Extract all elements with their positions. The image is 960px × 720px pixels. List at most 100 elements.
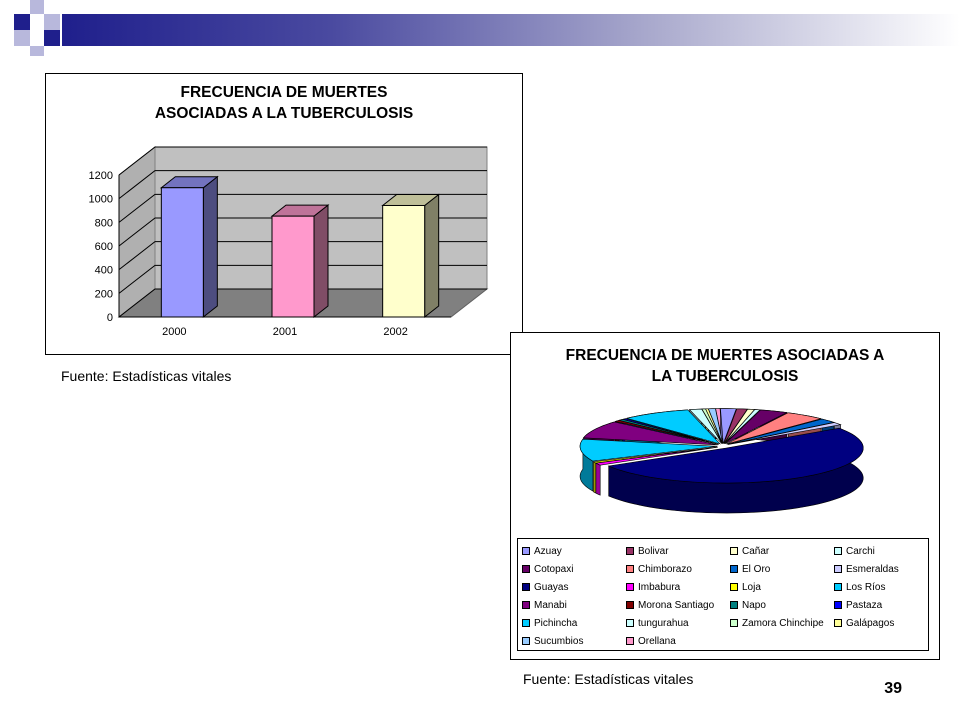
- legend-swatch: [834, 601, 842, 609]
- bar-chart-plot: 0 200 400 600 800 1000 1200 2000 2001 2002: [89, 145, 489, 338]
- legend-swatch: [626, 565, 634, 573]
- legend-swatch: [626, 547, 634, 555]
- bar-side: [424, 193, 440, 319]
- gridline: [118, 217, 487, 247]
- gridline: [118, 264, 487, 294]
- pie-chart-plot: [579, 408, 864, 514]
- bar-2000: [159, 175, 219, 319]
- legend-swatch: [522, 601, 530, 609]
- gridline: [118, 288, 487, 318]
- pie-slice-top: [720, 408, 737, 444]
- legend-item: Sucumbios: [522, 632, 626, 650]
- gridline: [118, 170, 487, 200]
- legend-label: Manabi: [534, 599, 567, 611]
- x-tick-label: 2000: [162, 326, 186, 338]
- legend-label: Guayas: [534, 581, 569, 593]
- bar-2002: [381, 193, 441, 319]
- pie-slice-top: [723, 408, 748, 444]
- legend-swatch: [730, 565, 738, 573]
- legend-label: Sucumbios: [534, 635, 584, 647]
- deco-square-light-2: [44, 14, 60, 30]
- x-tick-label: 2001: [273, 326, 297, 338]
- y-tick-label: 1000: [89, 194, 113, 206]
- pie-slice-imbabura: [594, 446, 718, 496]
- bar-chart-frame: FRECUENCIA DE MUERTES ASOCIADAS A LA TUB…: [45, 73, 523, 355]
- legend-label: Pastaza: [846, 599, 883, 611]
- y-tick-label: 200: [95, 288, 113, 300]
- pie-slice-top: [688, 408, 723, 444]
- x-tick-label: 2002: [383, 326, 407, 338]
- bar-front: [271, 215, 315, 318]
- legend-item: Los Ríos: [834, 578, 930, 596]
- legend-item: Napo: [730, 596, 834, 614]
- deco-square-light-1: [30, 0, 44, 14]
- pie-slice-top: [594, 446, 718, 466]
- pie-chart-source: Fuente: Estadísticas vitales: [523, 671, 694, 687]
- pie-slice-top: [726, 412, 822, 445]
- pie-slice-top: [615, 420, 719, 445]
- legend-swatch: [834, 619, 842, 627]
- legend-swatch: [522, 583, 530, 591]
- pie-slice-top: [724, 409, 761, 444]
- deco-square-light-4: [30, 46, 44, 56]
- legend-item: Bolivar: [626, 542, 730, 560]
- legend-label: Loja: [742, 581, 761, 593]
- bar-side: [202, 175, 218, 319]
- legend-swatch: [730, 619, 738, 627]
- legend-label: Zamora Chinchipe: [742, 617, 824, 629]
- pie-chart-frame: FRECUENCIA DE MUERTES ASOCIADAS A LA TUB…: [510, 332, 940, 660]
- legend-item: Morona Santiago: [626, 596, 730, 614]
- bar-chart-title: FRECUENCIA DE MUERTES ASOCIADAS A LA TUB…: [154, 84, 414, 122]
- bar-2001: [270, 204, 330, 319]
- legend-swatch: [730, 547, 738, 555]
- deco-square-dark-1: [14, 14, 30, 30]
- deco-square-dark-2: [44, 30, 60, 46]
- legend-label: Cañar: [742, 545, 770, 557]
- legend-item: El Oro: [730, 560, 834, 578]
- legend-item: Cañar: [730, 542, 834, 560]
- legend-item: Esmeraldas: [834, 560, 930, 578]
- legend-label: tungurahua: [638, 617, 689, 629]
- legend-label: Napo: [742, 599, 766, 611]
- legend-item: Cotopaxi: [522, 560, 626, 578]
- legend-label: Imbabura: [638, 581, 681, 593]
- bar-side: [313, 204, 329, 319]
- legend-swatch: [522, 547, 530, 555]
- pie-slice-top: [701, 408, 723, 444]
- legend-label: Cotopaxi: [534, 563, 574, 575]
- pie-chart-title: FRECUENCIA DE MUERTES ASOCIADAS A LA TUB…: [565, 347, 885, 385]
- legend-label: Esmeraldas: [846, 563, 899, 575]
- legend-swatch: [834, 565, 842, 573]
- y-tick-label: 600: [95, 241, 113, 253]
- legend-item: Zamora Chinchipe: [730, 614, 834, 632]
- legend-label: Chimborazo: [638, 563, 692, 575]
- bar-front: [382, 204, 426, 318]
- pie-slice-wall: [595, 462, 601, 496]
- deco-square-light-3: [14, 30, 30, 46]
- pie-slice-guayas: [607, 427, 864, 514]
- legend-item: Manabi: [522, 596, 626, 614]
- legend-item: Guayas: [522, 578, 626, 596]
- legend-swatch: [522, 565, 530, 573]
- gridline: [118, 193, 487, 223]
- legend-swatch: [834, 547, 842, 555]
- pie-slice-wall: [593, 461, 597, 494]
- legend-item: tungurahua: [626, 614, 730, 632]
- legend-swatch: [522, 637, 530, 645]
- bar-front: [160, 187, 204, 318]
- pie-slice-top: [607, 427, 864, 484]
- legend-item: Imbabura: [626, 578, 730, 596]
- legend-label: Los Ríos: [846, 581, 886, 593]
- legend-swatch: [730, 601, 738, 609]
- legend-swatch: [626, 583, 634, 591]
- legend-item: Galápagos: [834, 614, 930, 632]
- legend-item: Azuay: [522, 542, 626, 560]
- header-gradient-bar: [62, 14, 960, 46]
- legend-label: El Oro: [742, 563, 771, 575]
- legend-label: Galápagos: [846, 617, 895, 629]
- legend-item: Pichincha: [522, 614, 626, 632]
- legend-item: Orellana: [626, 632, 730, 650]
- gridline: [118, 146, 487, 176]
- pie-chart-legend: Azuay Bolivar Cañar Carchi Cotopaxi Chimboraz…: [517, 538, 929, 651]
- pie-slice-top: [727, 422, 842, 445]
